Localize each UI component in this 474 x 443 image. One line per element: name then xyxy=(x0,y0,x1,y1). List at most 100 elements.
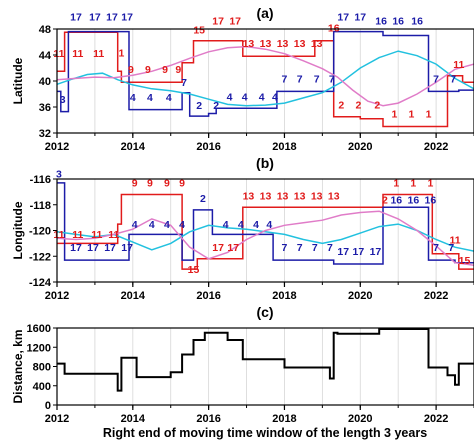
data-label: 17 xyxy=(229,15,241,27)
data-label: 2 xyxy=(196,100,202,112)
data-label: 9 xyxy=(179,178,185,190)
data-label: 9 xyxy=(164,178,170,190)
data-label: 9 xyxy=(128,64,134,76)
data-label: 7 xyxy=(327,242,333,254)
data-label: 16 xyxy=(408,194,420,206)
series-blue-line xyxy=(57,30,474,117)
y-tick-label: -120 xyxy=(29,226,51,238)
data-label: 9 xyxy=(162,64,168,76)
data-label: 9 xyxy=(147,178,153,190)
y-axis-label: Distance, km xyxy=(11,329,25,403)
x-tick-label: 2016 xyxy=(196,413,220,425)
data-label: 4 xyxy=(223,219,229,231)
data-label: 11 xyxy=(453,59,464,71)
plot-frame xyxy=(56,327,474,406)
panel-2: 0 400 800 1200 1600 2012 2014 2016 2018 2020 2022 D… xyxy=(11,304,474,425)
series-blue-line xyxy=(57,182,474,265)
y-tick-label: 44 xyxy=(39,50,52,62)
data-label: 4 xyxy=(147,92,153,104)
y-tick-label: 800 xyxy=(33,362,51,374)
data-label: 17 xyxy=(104,242,116,254)
data-label: 13 xyxy=(277,38,289,50)
series-red-line xyxy=(57,193,474,270)
data-label: 4 xyxy=(272,92,278,104)
data-label: 1 xyxy=(427,178,433,190)
y-tick-label: 48 xyxy=(39,24,51,36)
panel-label: (b) xyxy=(256,155,274,171)
data-label: 7 xyxy=(312,242,318,254)
data-label: 17 xyxy=(212,15,224,27)
x-tick-label: 2014 xyxy=(121,290,146,302)
data-label: 13 xyxy=(260,191,272,203)
data-label: 1 xyxy=(426,108,432,120)
data-label: 17 xyxy=(89,12,101,24)
data-label: 2 xyxy=(213,100,219,112)
data-label: 17 xyxy=(370,246,382,258)
data-label: 3 xyxy=(56,169,62,181)
data-label: 11 xyxy=(108,229,119,241)
data-label: 17 xyxy=(121,242,133,254)
data-label: 4 xyxy=(132,219,138,231)
data-label: 11 xyxy=(93,48,104,60)
series-red-line xyxy=(57,31,474,128)
data-label: 4 xyxy=(259,92,265,104)
data-label: 13 xyxy=(260,38,272,50)
data-label: 17 xyxy=(70,12,82,24)
data-label: 17 xyxy=(121,12,133,24)
data-label: 16 xyxy=(392,15,404,27)
data-label: 1 xyxy=(410,178,416,190)
y-tick-label: 1600 xyxy=(27,323,51,335)
y-tick-label: 400 xyxy=(33,381,51,393)
y-tick-label: 1200 xyxy=(27,342,51,354)
x-tick-label: 2020 xyxy=(348,290,372,302)
data-label: 13 xyxy=(328,191,340,203)
data-label: 2 xyxy=(355,99,361,111)
panel-label: (c) xyxy=(256,304,273,320)
series-cyan-line xyxy=(56,223,474,252)
data-label: 16 xyxy=(425,194,437,206)
data-label: 13 xyxy=(277,191,289,203)
data-label: 17 xyxy=(106,12,118,24)
x-tick-label: 2020 xyxy=(348,413,372,425)
series-pink-line xyxy=(56,210,474,267)
data-label: 11 xyxy=(53,229,64,241)
panel-label: (a) xyxy=(256,5,273,21)
data-label: 1 xyxy=(409,108,415,120)
y-tick-label: 32 xyxy=(39,128,51,140)
data-label: 17 xyxy=(337,12,349,24)
data-label: 9 xyxy=(132,178,138,190)
data-label: 11 xyxy=(53,48,64,60)
data-label: 11 xyxy=(91,229,102,241)
data-label: 3 xyxy=(60,94,66,106)
data-label: 2 xyxy=(338,99,344,111)
data-label: 11 xyxy=(72,48,83,60)
series-pink-line xyxy=(56,45,474,107)
data-label: 17 xyxy=(353,246,365,258)
y-axis-label: Latitude xyxy=(11,57,25,104)
data-label: 9 xyxy=(175,64,181,76)
data-label: 7 xyxy=(329,73,335,85)
data-label: 4 xyxy=(166,92,172,104)
x-tick-label: 2012 xyxy=(45,141,69,153)
data-label: 2 xyxy=(382,194,388,206)
data-label: 16 xyxy=(375,15,387,27)
data-label: 11 xyxy=(449,234,460,246)
data-label: 17 xyxy=(227,242,239,254)
y-tick-label: -118 xyxy=(30,200,51,212)
data-label: 7 xyxy=(282,73,288,85)
x-tick-label: 2022 xyxy=(424,290,448,302)
x-tick-label: 2020 xyxy=(348,141,372,153)
data-label: 15 xyxy=(193,25,205,37)
data-label: 13 xyxy=(311,191,323,203)
data-label: 1 xyxy=(393,178,399,190)
x-tick-label: 2022 xyxy=(424,413,448,425)
series-cyan-line xyxy=(56,50,474,107)
data-label: 4 xyxy=(238,219,244,231)
x-tick-label: 2012 xyxy=(45,413,69,425)
data-label: 1 xyxy=(391,108,397,120)
data-label: 16 xyxy=(411,15,423,27)
data-label: 7 xyxy=(314,73,320,85)
x-tick-label: 2018 xyxy=(272,290,296,302)
y-tick-label: 40 xyxy=(39,76,51,88)
